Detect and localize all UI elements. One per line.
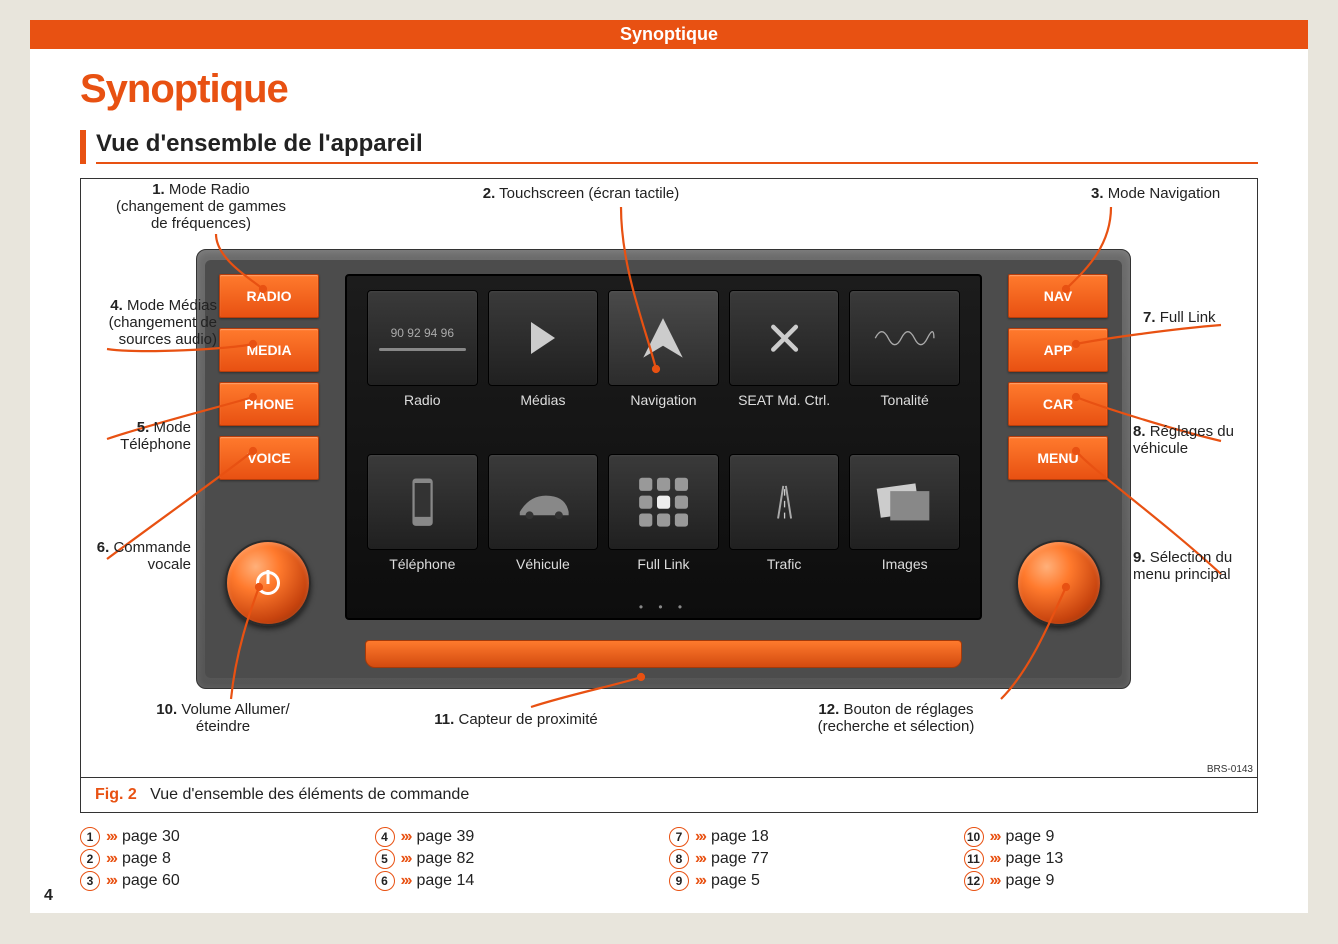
ref-3: 3›››page 60 xyxy=(80,871,375,891)
callout-11-label: 11. Capteur de proximité xyxy=(401,711,631,728)
section-title-wrap: Vue d'ensemble de l'appareil xyxy=(80,130,1258,164)
ref-4: 4›››page 39 xyxy=(375,827,670,847)
figure-number: Fig. 2 xyxy=(95,786,137,803)
manual-page: Synoptique Synoptique Vue d'ensemble de … xyxy=(30,20,1308,913)
ref-1: 1›››page 30 xyxy=(80,827,375,847)
ref-2: 2›››page 8 xyxy=(80,849,375,869)
content: Synoptique Vue d'ensemble de l'appareil … xyxy=(30,49,1308,893)
callout-9-label: 9. Sélection du menu principal xyxy=(1133,549,1253,583)
ref-7: 7›››page 18 xyxy=(669,827,964,847)
figure-caption: Fig. 2 Vue d'ensemble des éléments de co… xyxy=(80,778,1258,813)
ref-11: 11›››page 13 xyxy=(964,849,1259,869)
page-references: 1›››page 30 2›››page 8 3›››page 60 4›››p… xyxy=(80,827,1258,893)
section-title: Vue d'ensemble de l'appareil xyxy=(96,130,1258,164)
main-title: Synoptique xyxy=(80,67,1258,112)
ref-8: 8›››page 77 xyxy=(669,849,964,869)
figure-text: Vue d'ensemble des éléments de commande xyxy=(150,786,469,803)
callout-4-label: 4. Mode Médias (changement de sources au… xyxy=(77,297,217,348)
callout-7-label: 7. Full Link xyxy=(1143,309,1253,326)
callout-8-label: 8. Réglages du véhicule xyxy=(1133,423,1253,457)
leader-lines xyxy=(81,179,1257,777)
callout-2-label: 2. Touchscreen (écran tactile) xyxy=(431,185,731,202)
ref-9: 9›››page 5 xyxy=(669,871,964,891)
diagram-box: 1. Mode Radio (changement de gammes de f… xyxy=(80,178,1258,778)
callout-5-label: 5. Mode Téléphone xyxy=(81,419,191,453)
callout-10-label: 10. Volume Allumer/éteindre xyxy=(143,701,303,735)
page-number: 4 xyxy=(44,887,53,905)
callout-3-label: 3. Mode Navigation xyxy=(1091,185,1251,202)
ref-12: 12›››page 9 xyxy=(964,871,1259,891)
callout-6-label: 6. Commande vocale xyxy=(81,539,191,573)
top-banner: Synoptique xyxy=(30,20,1308,49)
ref-10: 10›››page 9 xyxy=(964,827,1259,847)
callout-12-label: 12. Bouton de réglages (recherche et sél… xyxy=(781,701,1011,735)
ref-6: 6›››page 14 xyxy=(375,871,670,891)
ref-5: 5›››page 82 xyxy=(375,849,670,869)
callout-1-label: 1. Mode Radio (changement de gammes de f… xyxy=(111,181,291,232)
